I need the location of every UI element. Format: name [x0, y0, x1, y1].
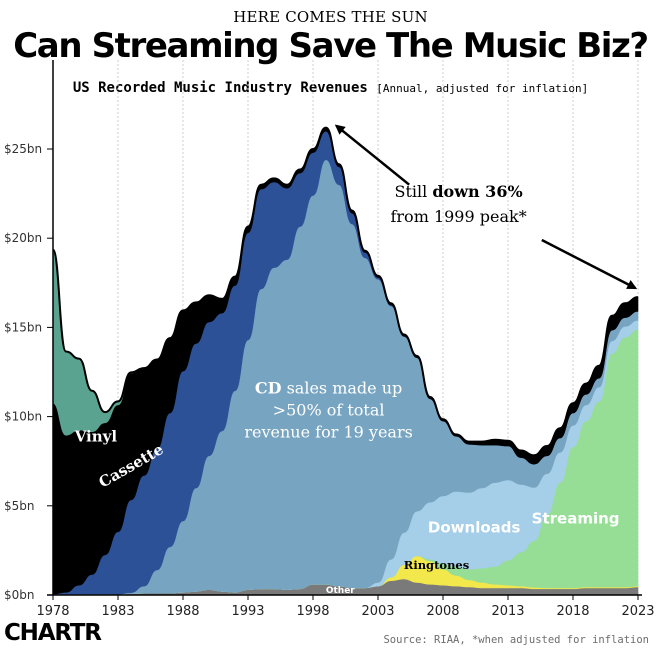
- axes: $0bn $5bn $10bn $15bn $20bn $25bn 1978 1983 1988…: [4, 60, 655, 619]
- chart-title: Can Streaming Save The Music Biz?: [13, 26, 649, 66]
- y-tick-label: $15bn: [4, 320, 42, 334]
- chart-kicker: HERE COMES THE SUN: [233, 8, 428, 26]
- area-label-downloads: Downloads: [428, 519, 521, 537]
- x-tick-label: 2023: [621, 604, 654, 619]
- x-tick-label: 1983: [101, 604, 134, 619]
- chart-subtitle-note: [Annual, adjusted for inflation]: [376, 82, 589, 95]
- chart-subtitle-line: US Recorded Music Industry Revenues [Ann…: [0, 80, 661, 96]
- cd-note-emphasis: CD: [255, 378, 282, 397]
- cd-note-line: >50% of total: [273, 400, 385, 419]
- annotations: CD sales made up >50% of total revenue for…: [244, 124, 638, 441]
- peak-note-line-1: Still down 36%: [395, 182, 523, 201]
- area-label-vinyl: Vinyl: [74, 428, 118, 446]
- cd-note-line: revenue for 19 years: [244, 422, 412, 441]
- area-label-other: Other: [326, 586, 355, 596]
- arrow-to-1999-peak: [334, 124, 410, 186]
- cd-note-line: CD sales made up: [255, 378, 402, 397]
- x-tick-label: 2008: [426, 604, 459, 619]
- peak-note-line-2: from 1999 peak*: [390, 207, 526, 226]
- source-note: Source: RIAA, *when adjusted for inflati…: [383, 634, 649, 646]
- chart-subtitle: US Recorded Music Industry Revenues: [72, 80, 368, 96]
- y-tick-label: $25bn: [4, 142, 42, 156]
- x-tick-label: 1993: [231, 604, 264, 619]
- arrow-to-2023: [541, 238, 638, 290]
- total-outline: [52, 126, 639, 457]
- y-tick-label: $0bn: [4, 588, 35, 602]
- area-label-streaming: Streaming: [532, 510, 620, 528]
- peak-note-prefix: Still: [395, 182, 433, 201]
- y-tick-label: $5bn: [4, 499, 35, 513]
- x-tick-label: 2013: [491, 604, 524, 619]
- cd-note-rest: sales made up: [282, 378, 403, 397]
- peak-note-emphasis: down 36%: [432, 182, 522, 201]
- x-tick-label: 1998: [296, 604, 329, 619]
- area-label-ringtones: Ringtones: [404, 558, 469, 572]
- x-tick-label: 1988: [166, 604, 199, 619]
- y-tick-label: $10bn: [4, 410, 42, 424]
- chartr-logo: CHARTR: [4, 620, 102, 646]
- y-tick-label: $20bn: [4, 231, 42, 245]
- x-tick-label: 1978: [36, 604, 69, 619]
- x-tick-label: 2003: [361, 604, 394, 619]
- x-tick-label: 2018: [556, 604, 589, 619]
